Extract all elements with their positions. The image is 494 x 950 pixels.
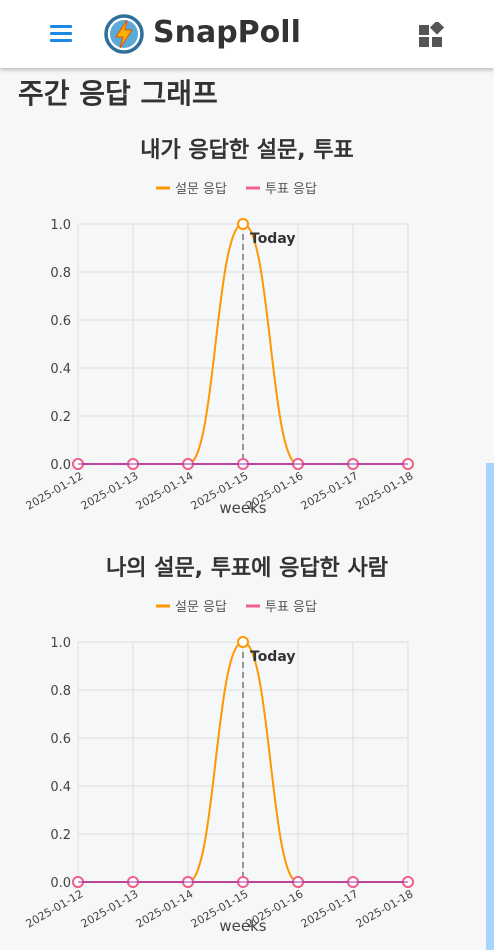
x-tick-label: 2025-01-12: [24, 887, 86, 930]
x-axis-label: weeks: [219, 917, 266, 935]
lightning-logo-icon[interactable]: [104, 14, 144, 54]
y-tick-label: 0.8: [50, 266, 71, 281]
y-tick-label: 0.8: [50, 684, 71, 699]
x-tick-label: 2025-01-12: [24, 469, 86, 512]
y-tick-label: 0.6: [50, 314, 71, 329]
page-title: 주간 응답 그래프: [18, 77, 218, 110]
x-axis-label: weeks: [219, 499, 266, 517]
app-name[interactable]: SnapPoll: [153, 15, 301, 50]
data-point-0-3: [237, 636, 249, 648]
x-tick-label: 2025-01-17: [299, 887, 361, 930]
x-tick-label: 2025-01-18: [354, 887, 416, 930]
y-tick-label: 0.0: [50, 876, 71, 891]
x-tick-label: 2025-01-14: [134, 887, 196, 930]
dashboard-widgets-icon[interactable]: [418, 22, 444, 48]
chart-title-responders: 나의 설문, 투표에 응답한 사람: [106, 556, 388, 581]
y-tick-label: 0.2: [50, 410, 71, 425]
x-tick-label: 2025-01-13: [79, 887, 141, 930]
y-tick-label: 0.0: [50, 458, 71, 473]
y-tick-label: 1.0: [50, 218, 71, 233]
today-label: Today: [250, 231, 295, 247]
y-tick-label: 0.6: [50, 732, 71, 747]
legend-label-0: 설문 응답: [175, 600, 227, 615]
chart-title-my-responses: 내가 응답한 설문, 투표: [140, 138, 354, 163]
x-tick-label: 2025-01-13: [79, 469, 141, 512]
legend-label-1: 투표 응답: [265, 600, 317, 615]
y-tick-label: 0.4: [50, 362, 71, 377]
x-tick-label: 2025-01-14: [134, 469, 196, 512]
scrollbar-thumb[interactable]: [486, 463, 494, 950]
legend-label-1: 투표 응답: [265, 182, 317, 197]
y-tick-label: 0.2: [50, 828, 71, 843]
data-point-0-3: [237, 218, 249, 230]
hamburger-menu-icon[interactable]: [48, 22, 74, 44]
chart-my-responses: 설문 응답 투표 응답0.00.20.40.60.81.02025-01-1220…: [24, 182, 416, 517]
legend-label-0: 설문 응답: [175, 182, 227, 197]
x-tick-label: 2025-01-17: [299, 469, 361, 512]
chart-responders: 설문 응답 투표 응답0.00.20.40.60.81.02025-01-1220…: [24, 600, 416, 935]
today-label: Today: [250, 649, 295, 665]
y-tick-label: 0.4: [50, 780, 71, 795]
x-tick-label: 2025-01-18: [354, 469, 416, 512]
app-header: SnapPoll: [0, 0, 494, 68]
y-tick-label: 1.0: [50, 636, 71, 651]
